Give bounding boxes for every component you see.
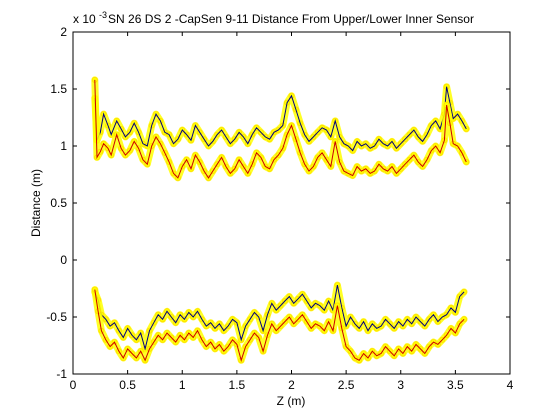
y-exponent-base: x 10: [73, 12, 96, 26]
x-tick-label: 3: [397, 378, 404, 392]
series-0-group: [91, 83, 470, 155]
series-3-line: [94, 289, 465, 363]
y-tick-label: 0: [60, 253, 67, 267]
y-tick-label: 0.5: [50, 196, 67, 210]
x-tick-label: 2: [288, 378, 295, 392]
y-tick-label: -0.5: [46, 310, 67, 324]
series-layer: [91, 76, 470, 364]
y-exponent-label: x 10 -3: [73, 10, 107, 26]
x-tick-label: 2.5: [338, 378, 355, 392]
x-tick-label: 4: [507, 378, 514, 392]
x-tick-label: 0.5: [119, 378, 136, 392]
series-2-line: [94, 285, 465, 351]
x-tick-label: 1.5: [229, 378, 246, 392]
x-tick-label: 3.5: [447, 378, 464, 392]
series-3-group: [91, 286, 468, 364]
x-axis-label: Z (m): [277, 394, 306, 408]
chart-title: SN 26 DS 2 -CapSen 9-11 Distance From Up…: [108, 12, 474, 26]
series-1-group: [91, 76, 470, 182]
y-exponent-power: -3: [99, 10, 107, 20]
y-tick-label: 1.5: [50, 82, 67, 96]
y-tick-label: 2: [60, 25, 67, 39]
y-axis-label: Distance (m): [29, 169, 43, 237]
series-0-line: [94, 86, 467, 152]
series-1-line: [94, 79, 467, 179]
x-tick-label: 1: [179, 378, 186, 392]
y-tick-label: -1: [56, 367, 67, 381]
x-tick-label: 0: [70, 378, 77, 392]
y-tick-label: 1: [60, 139, 67, 153]
axes-layer: 0 0.5 1 1.5 2 2.5 3 3.5 4 -1 -0.5 0 0.5 1 1.5 2: [46, 25, 513, 392]
